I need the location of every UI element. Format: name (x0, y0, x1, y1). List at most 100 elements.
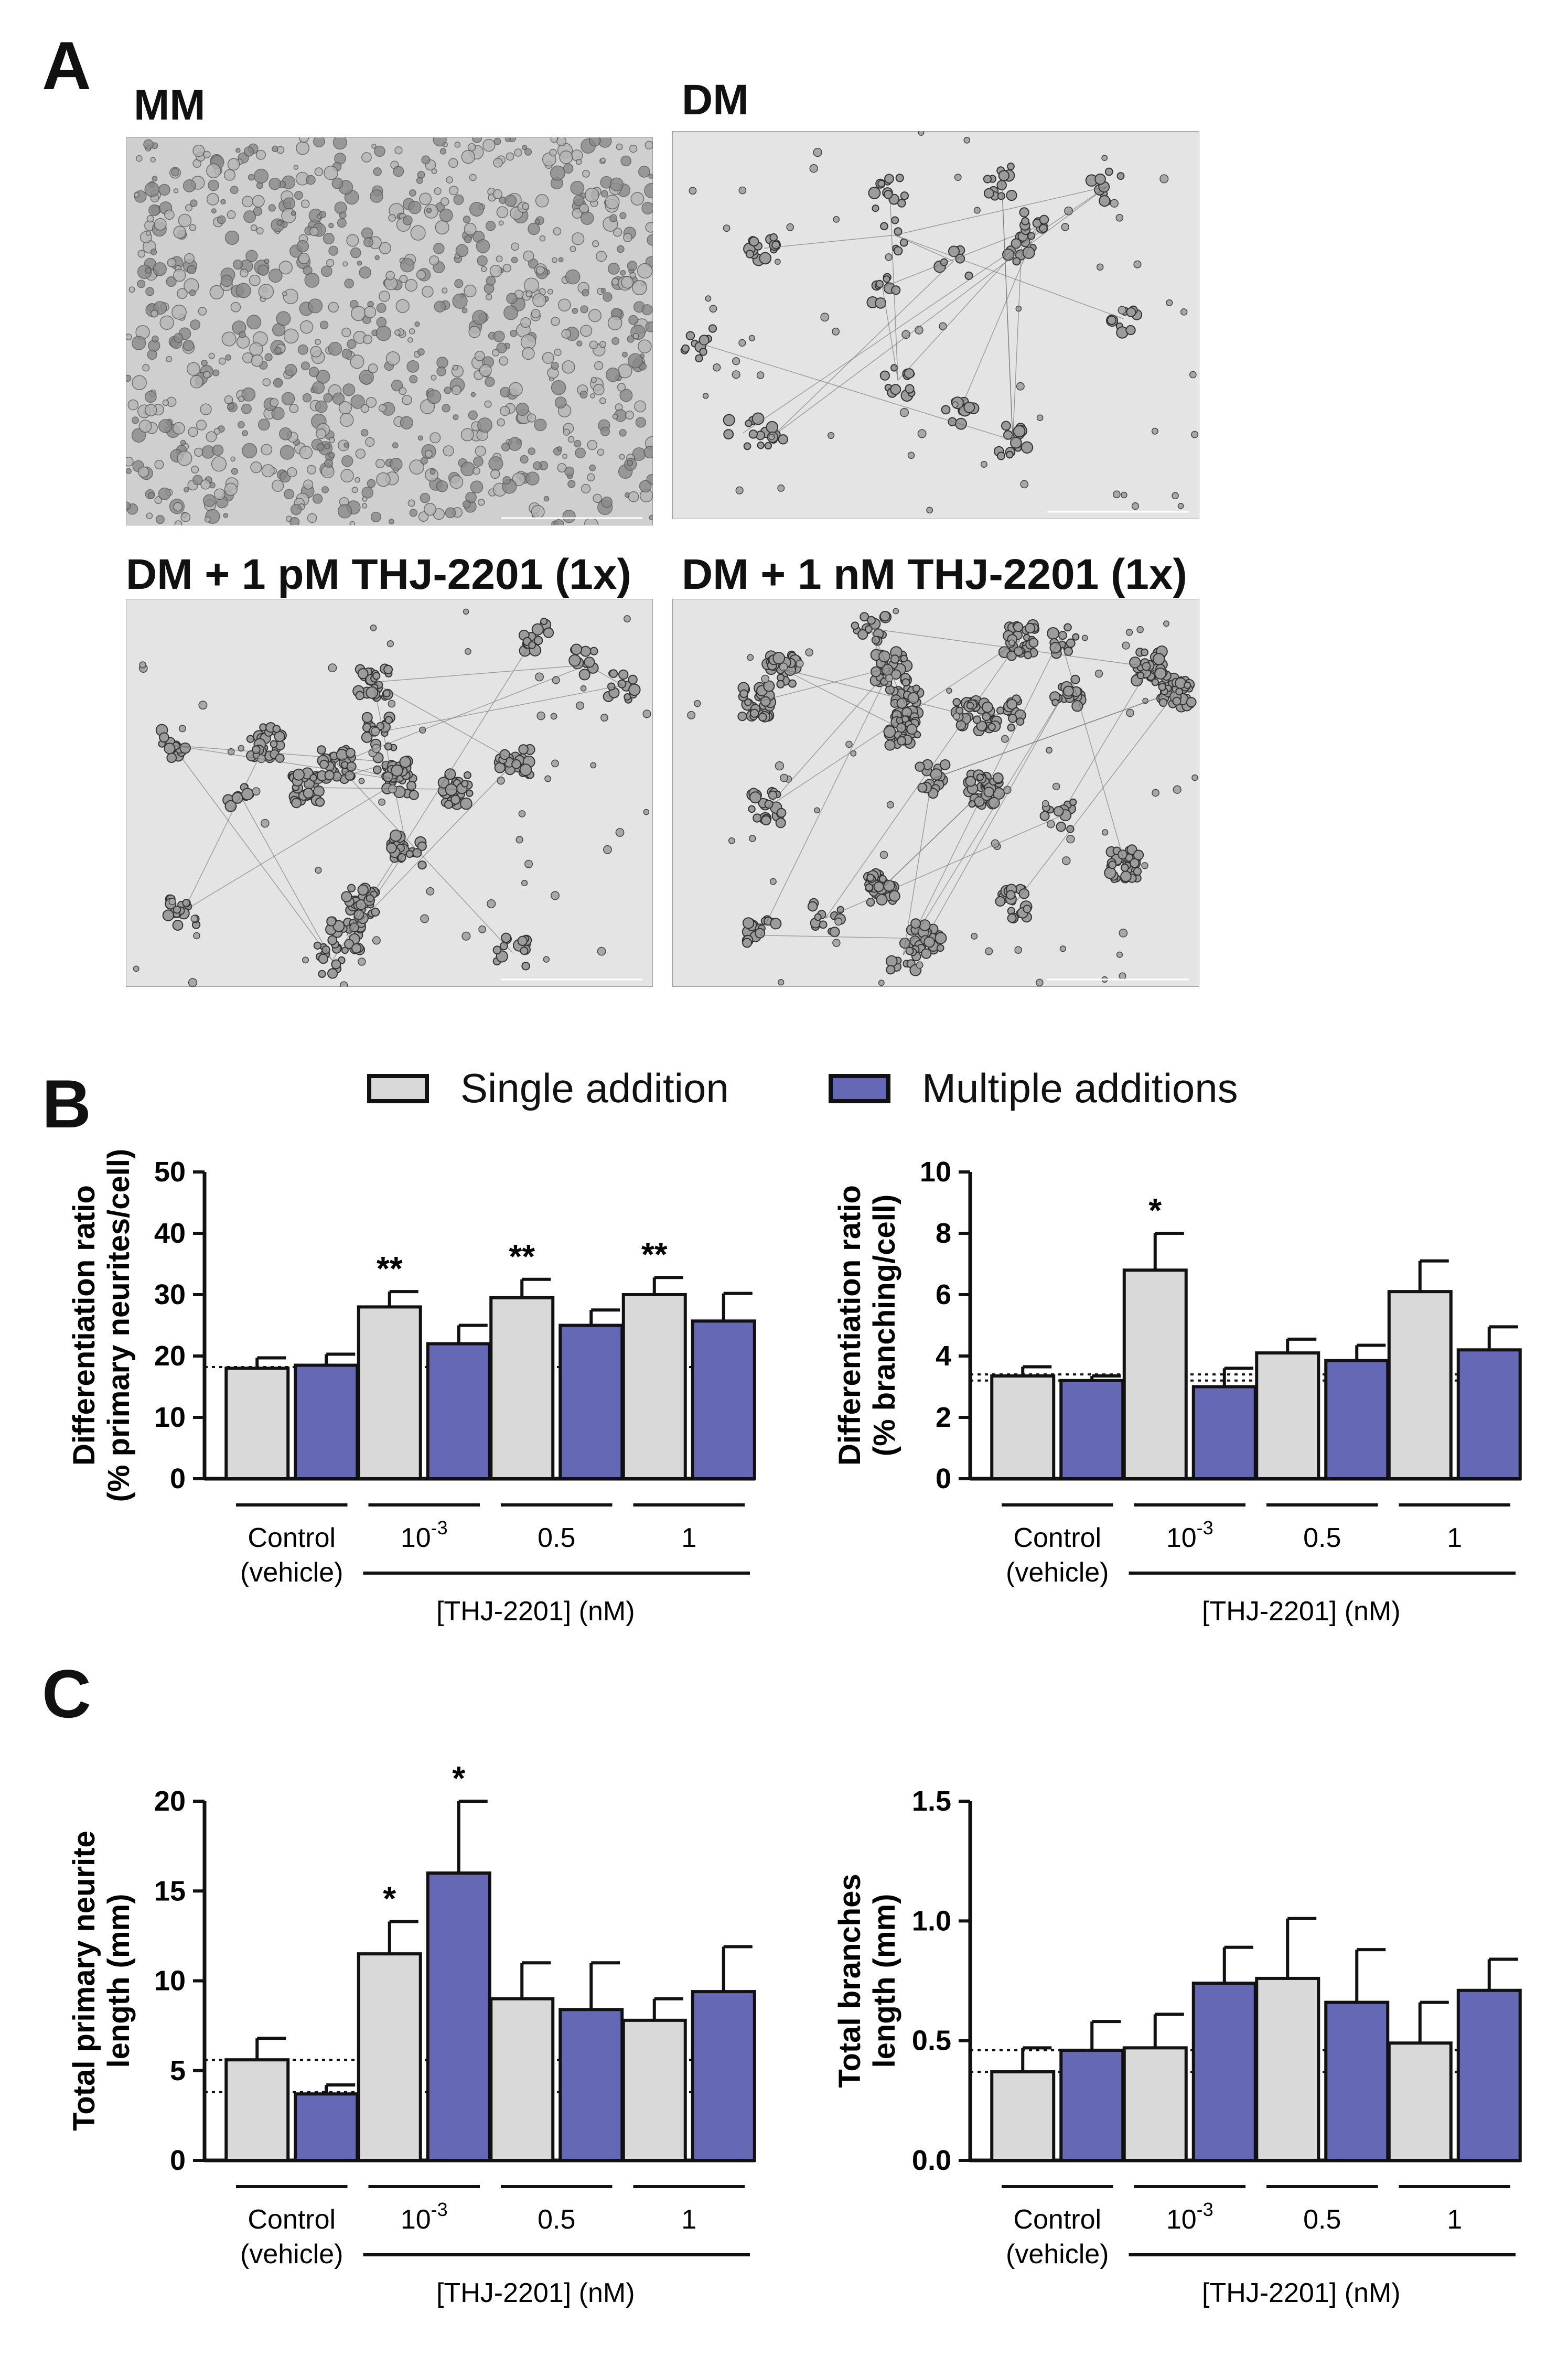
chart-branches-length: 0.0 0.5 1.0 1.5 Total branches length (mm) Con… (797, 1746, 1531, 2333)
bar-single (1255, 1351, 1320, 1480)
bar-single (489, 1296, 555, 1480)
y-tick-label: 15 (154, 1875, 186, 1907)
bar-multiple (559, 1324, 624, 1480)
category-label: 1 (1447, 2204, 1462, 2235)
category-label: 0.5 (1303, 2204, 1341, 2235)
bar-single (621, 1293, 687, 1480)
category-label: 1 (681, 2204, 696, 2235)
y-tick-label: 5 (170, 2055, 186, 2086)
category-label: 10-3 (401, 1517, 448, 1553)
micro-label-dm-1pm: DM + 1 pM THJ-2201 (1x) (126, 551, 631, 598)
micrograph-neurites (757, 628, 1177, 955)
significance-marker: * (452, 1759, 465, 1797)
significance-marker: * (1148, 1191, 1162, 1229)
category-label: (vehicle) (240, 2239, 343, 2269)
micrograph-neurites (697, 181, 1124, 441)
bar-multiple (294, 2092, 359, 2162)
y-tick-label: 4 (936, 1340, 951, 1372)
bar-single (1387, 2041, 1453, 2162)
micrograph-dm-1pm (126, 599, 653, 987)
bar-multiple (426, 1871, 491, 2162)
bar-multiple (1059, 1379, 1125, 1480)
category-label: 0.5 (538, 2204, 575, 2235)
category-label: 10-3 (1166, 1517, 1213, 1553)
category-label: (vehicle) (1006, 2239, 1109, 2269)
category-label: (vehicle) (1006, 1557, 1109, 1588)
category-label: 0.5 (538, 1523, 575, 1553)
panel-letter-a: A (42, 27, 91, 104)
micro-label-dm: DM (682, 76, 749, 124)
bar-single (1122, 2046, 1188, 2162)
significance-marker: ** (641, 1235, 668, 1273)
legend-multiple-label: Multiple additions (922, 1065, 1238, 1111)
y-tick-label: 10 (154, 1965, 186, 1997)
legend-multiple: Multiple additions (829, 1064, 1238, 1112)
bar-groups: ** (224, 1759, 756, 2162)
category-label: 1 (681, 1523, 696, 1553)
micrograph-neurites (172, 635, 623, 961)
y-tick-label: 10 (154, 1402, 186, 1433)
category-label: (vehicle) (240, 1557, 343, 1588)
group-axis-label: [THJ-2201] (nM) (436, 1596, 635, 1627)
bar-single (357, 1952, 422, 2162)
group-axis-label: [THJ-2201] (nM) (1202, 1596, 1401, 1627)
bar-single (1387, 1290, 1453, 1480)
y-tick-label: 50 (154, 1156, 186, 1188)
y-axis-label: Differentiation ratio (67, 1185, 101, 1466)
panel-letter-b: B (42, 1066, 91, 1142)
category-label: Control (248, 1523, 336, 1553)
category-label: 10-3 (401, 2199, 448, 2235)
y-axis-label: Differentiation ratio (833, 1185, 867, 1466)
bar-single (1255, 1976, 1320, 2162)
bar-multiple (1456, 1348, 1522, 1480)
micro-label-dm-1nm: DM + 1 nM THJ-2201 (1x) (682, 551, 1187, 598)
panel-letter-c: C (42, 1655, 91, 1732)
micrograph-mm (126, 137, 653, 525)
micrograph-cells (680, 131, 1199, 514)
y-tick-label: 0.5 (912, 2025, 951, 2057)
chart-primary-neurite-length: 0 5 10 15 20 Total primary neurite length (mm)… (31, 1746, 766, 2333)
bar-single (489, 1997, 555, 2162)
bar-groups: ** ** ** (224, 1235, 756, 1480)
y-tick-label: 10 (920, 1156, 951, 1188)
bar-single (990, 2070, 1056, 2162)
chart-primary-neurites-ratio: 0 10 20 30 40 50 Differentiation ratio (% prima… (31, 1143, 766, 1641)
bar-multiple (559, 2008, 624, 2162)
bar-single (990, 1374, 1056, 1480)
bar-single (1122, 1268, 1188, 1480)
y-tick-label: 1.0 (912, 1905, 951, 1936)
group-axis-label: [THJ-2201] (nM) (1202, 2278, 1401, 2308)
micrograph-dm (672, 131, 1199, 519)
bar-multiple (1191, 1982, 1257, 2162)
y-tick-label: 40 (154, 1218, 186, 1249)
micro-label-mm: MM (134, 81, 206, 129)
y-axis-label: Total branches (833, 1874, 867, 2088)
legend-single: Single addition (367, 1064, 729, 1112)
category-label: 10-3 (1166, 2199, 1213, 2235)
bar-groups: * (990, 1191, 1522, 1480)
legend-single-label: Single addition (460, 1065, 729, 1111)
y-tick-label: 0 (170, 2145, 186, 2176)
y-tick-label: 0 (936, 1463, 951, 1494)
bar-multiple (1456, 1988, 1522, 2162)
bar-single (621, 2018, 687, 2162)
micrograph-dm-1nm (672, 599, 1199, 987)
y-axis-label: length (mm) (102, 1894, 136, 2068)
y-axis-label: length (mm) (867, 1894, 901, 2068)
significance-marker: * (383, 1879, 396, 1917)
category-label: Control (1013, 1523, 1101, 1553)
y-tick-label: 1.5 (912, 1785, 951, 1817)
y-axis-label: (% primary neurites/cell) (102, 1149, 136, 1502)
category-label: 1 (1447, 1523, 1462, 1553)
bar-single (224, 2058, 290, 2162)
y-tick-label: 30 (154, 1279, 186, 1310)
category-label: Control (248, 2204, 336, 2235)
bar-multiple (294, 1363, 359, 1480)
bar-single (224, 1367, 290, 1480)
significance-marker: ** (509, 1238, 535, 1275)
legend-multiple-swatch (829, 1073, 890, 1103)
y-tick-label: 20 (154, 1785, 186, 1817)
bar-multiple (691, 1319, 756, 1480)
y-tick-label: 6 (936, 1279, 951, 1310)
y-tick-label: 20 (154, 1340, 186, 1372)
